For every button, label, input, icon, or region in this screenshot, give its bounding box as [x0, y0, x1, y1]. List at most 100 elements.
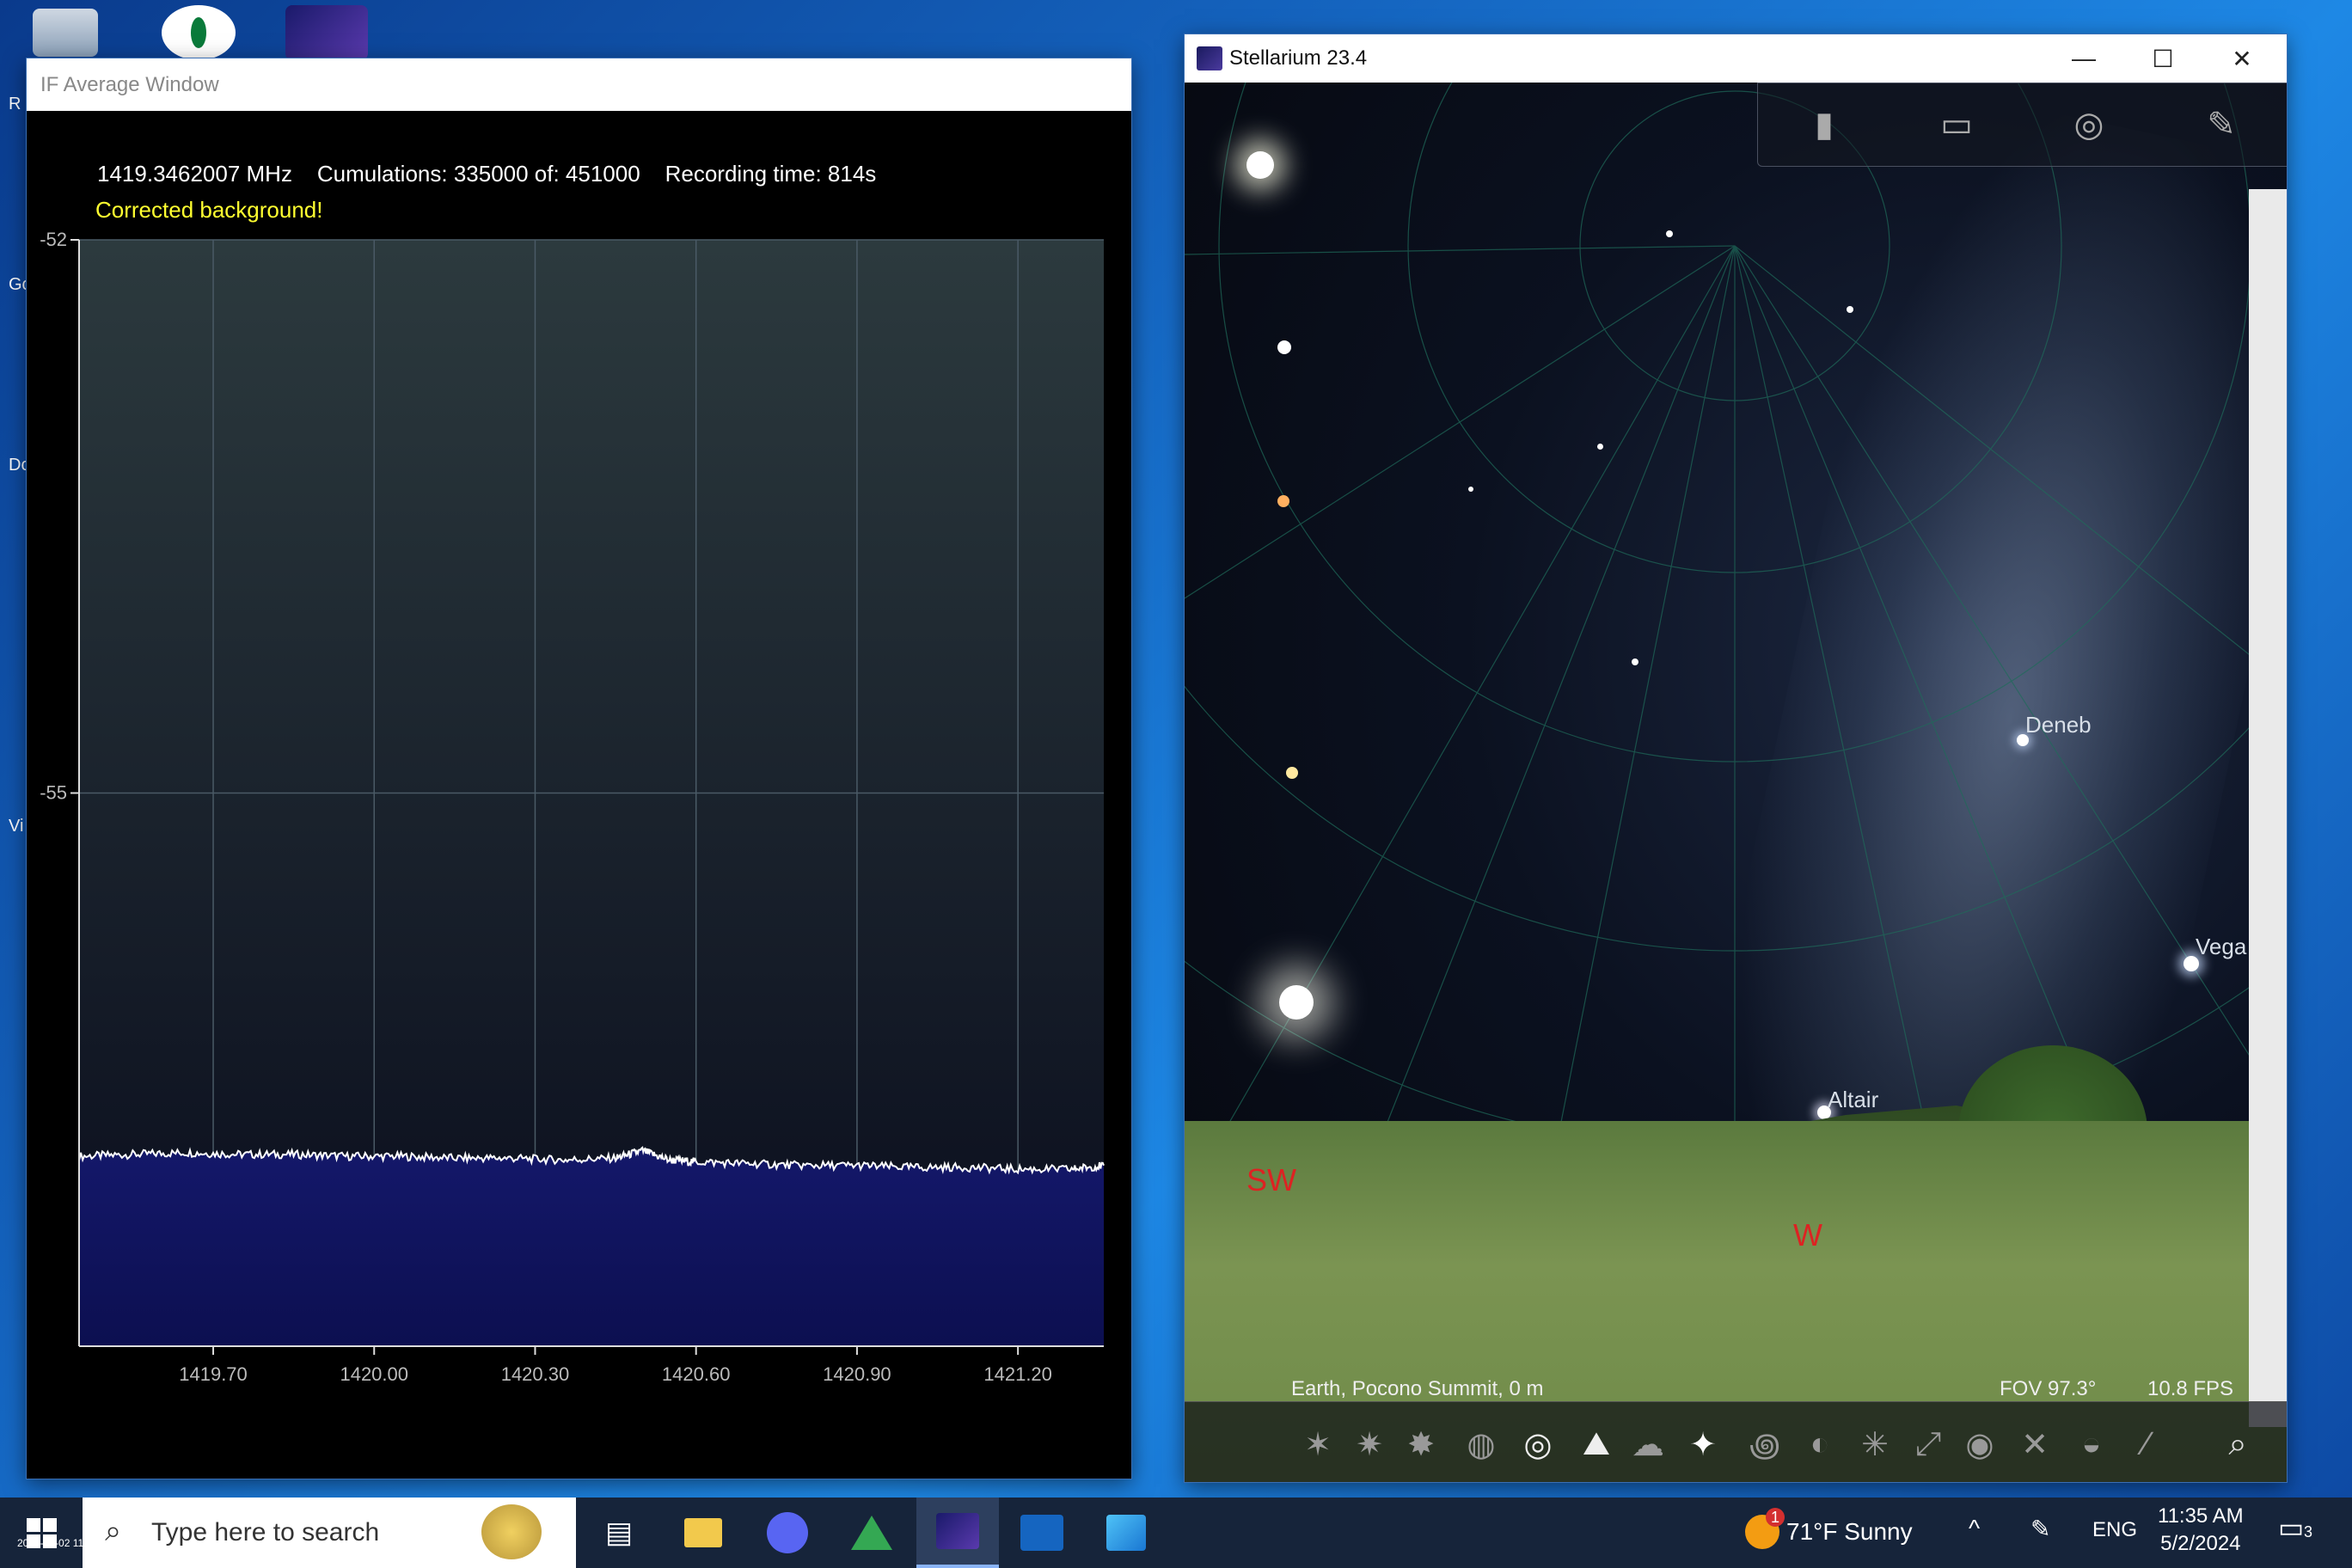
constellation-art-icon[interactable]: ✸	[1407, 1426, 1435, 1463]
frequency-readout: 1419.3462007 MHz	[97, 161, 292, 187]
wrench-icon[interactable]: ✎	[2207, 106, 2236, 144]
top-toolbar: ▮ ▭ ◎ ✎	[1757, 83, 2287, 167]
task-view-icon[interactable]: ▤	[604, 1516, 634, 1549]
status-bar: Earth, Pocono Summit, 0 m FOV 97.3° 10.8…	[1185, 1377, 2287, 1429]
window-icon[interactable]: ▭	[1940, 106, 1973, 144]
nebula-icon[interactable]: ꩜	[1749, 1427, 1781, 1464]
star[interactable]	[1632, 658, 1638, 665]
planets-icon[interactable]: ◐	[1810, 1425, 1830, 1462]
desktop-label-1: R	[9, 95, 21, 113]
date-readout: 5/2/2024	[2160, 1532, 2241, 1555]
satellite-icon[interactable]: ✕	[2021, 1426, 2049, 1463]
language-indicator[interactable]: ENG	[2092, 1518, 2138, 1541]
taskbar: ⌕ Type here to search ▤ 1 71°F Sunny ^ ✎…	[0, 1498, 2352, 1568]
x-tick-label: 1421.20	[983, 1363, 1052, 1385]
spectrum-chart: 1419.70 1420.00 1420.30 1420.60 1420.90 1421.…	[40, 229, 1105, 1385]
sky-view[interactable]: Deneb Vega Altair SW W	[1185, 83, 2287, 1482]
exoplanet-icon[interactable]: ◒	[2081, 1425, 2102, 1462]
discord-icon[interactable]	[746, 1498, 829, 1568]
star[interactable]	[1246, 151, 1274, 179]
photos-icon[interactable]	[1085, 1498, 1167, 1568]
corner-timestamp: 2024-05-02 11:35:490.03	[17, 1537, 132, 1549]
stellarium-titlebar[interactable]: Stellarium 23.4 — ☐ ✕	[1185, 34, 2287, 83]
weather-badge: 1	[1766, 1508, 1785, 1527]
night-mode-icon[interactable]: ◉	[1965, 1426, 1994, 1463]
show-hidden-icons[interactable]: ^	[1969, 1515, 1981, 1541]
stellarium-app-icon	[1197, 46, 1222, 70]
if-average-window[interactable]: IF Average Window 1419.3462007 MHz Cumul…	[27, 58, 1131, 1479]
star[interactable]	[1286, 767, 1298, 779]
stellarium-desktop-icon[interactable]	[285, 5, 368, 60]
maximize-button[interactable]: ☐	[2152, 45, 2174, 72]
location-readout: Earth, Pocono Summit, 0 m	[1291, 1377, 1544, 1400]
cardinal-points-icon[interactable]: ✦	[1689, 1426, 1717, 1463]
search-icon: ⌕	[105, 1515, 122, 1547]
constellation-lines-icon[interactable]: ✶	[1304, 1426, 1332, 1463]
star[interactable]	[1847, 306, 1853, 313]
altair-label: Altair	[1828, 1087, 1879, 1112]
search-highlight-icon	[481, 1504, 542, 1559]
y-tick-label: -52	[40, 229, 67, 250]
stellarium-taskbar-icon[interactable]	[916, 1498, 999, 1568]
weather-widget[interactable]: 1 71°F Sunny	[1745, 1508, 1913, 1549]
x-tick-label: 1420.60	[662, 1363, 731, 1385]
background-status: Corrected background!	[95, 197, 323, 223]
fullscreen-icon[interactable]: ⤢	[1914, 1425, 1942, 1462]
search-icon[interactable]: ⌕	[2228, 1425, 2247, 1462]
vega-label: Vega	[2196, 934, 2247, 959]
file-explorer-icon[interactable]	[662, 1498, 744, 1568]
x-tick-label: 1420.90	[823, 1363, 891, 1385]
right-scrollbar[interactable]	[2249, 189, 2287, 1427]
star[interactable]	[1277, 495, 1289, 507]
star[interactable]	[1468, 487, 1473, 492]
spectrum-area	[79, 1147, 1104, 1346]
start-button[interactable]	[0, 1498, 83, 1568]
star-deneb[interactable]	[2017, 734, 2029, 746]
target-icon[interactable]: ◎	[2073, 106, 2104, 144]
equatorial-grid-icon[interactable]: ◍	[1467, 1426, 1496, 1463]
star[interactable]	[1277, 340, 1291, 354]
star[interactable]	[1666, 230, 1673, 237]
azimuthal-grid-icon[interactable]: ◎	[1523, 1426, 1553, 1463]
y-tick-label: -55	[40, 782, 67, 804]
clock[interactable]: 11:35 AM 5/2/2024	[2158, 1504, 2244, 1556]
desktop-label-2: Gc	[9, 275, 31, 294]
desktop-label-4: Vi	[9, 817, 24, 836]
sun-icon: 1	[1745, 1508, 1785, 1549]
cardinal-w: W	[1793, 1217, 1822, 1253]
search-box[interactable]: ⌕ Type here to search	[83, 1498, 576, 1568]
if-info-line: 1419.3462007 MHz Cumulations: 335000 of:…	[97, 161, 876, 187]
cardinal-sw: SW	[1246, 1162, 1296, 1197]
close-button[interactable]: ✕	[2232, 45, 2252, 72]
google-drive-icon[interactable]	[830, 1498, 913, 1568]
meteor-icon[interactable]: ⁄	[2143, 1425, 2150, 1462]
notification-count: 3	[2304, 1523, 2313, 1540]
stellarium-title: Stellarium 23.4	[1229, 46, 1368, 70]
weather-text: 71°F Sunny	[1786, 1518, 1913, 1545]
app-leaf-icon[interactable]	[162, 5, 236, 60]
trash-icon[interactable]: ▮	[1814, 106, 1834, 144]
recycle-bin-icon[interactable]	[33, 9, 98, 57]
star[interactable]	[1279, 985, 1314, 1020]
stellarium-window[interactable]: Stellarium 23.4 — ☐ ✕	[1185, 34, 2287, 1482]
minimize-button[interactable]: —	[2072, 45, 2096, 71]
desktop-label-3: Dc	[9, 456, 30, 475]
constellation-labels-icon[interactable]: ✷	[1356, 1426, 1383, 1463]
star[interactable]	[1597, 444, 1603, 450]
deneb-label: Deneb	[2025, 712, 2092, 738]
if-window-titlebar[interactable]: IF Average Window	[27, 58, 1131, 111]
fov-readout: FOV 97.3°	[2000, 1377, 2097, 1400]
recording-time-readout: Recording time: 814s	[665, 161, 877, 187]
fps-readout: 10.8 FPS	[2147, 1377, 2234, 1400]
star-vega[interactable]	[2184, 956, 2199, 971]
x-tick-label: 1420.00	[340, 1363, 408, 1385]
pen-icon[interactable]: ✎	[2030, 1516, 2051, 1542]
star-altair[interactable]	[1817, 1106, 1831, 1119]
atmosphere-icon[interactable]: ☁	[1632, 1426, 1664, 1463]
search-placeholder: Type here to search	[151, 1518, 380, 1547]
deep-sky-icon[interactable]: ✳	[1861, 1426, 1889, 1463]
ground-icon[interactable]: ⛰	[1583, 1425, 1610, 1462]
sdr-app-icon[interactable]	[1001, 1498, 1083, 1568]
notification-icon[interactable]: ▭ 3	[2278, 1512, 2313, 1543]
if-window-title: IF Average Window	[40, 72, 219, 96]
